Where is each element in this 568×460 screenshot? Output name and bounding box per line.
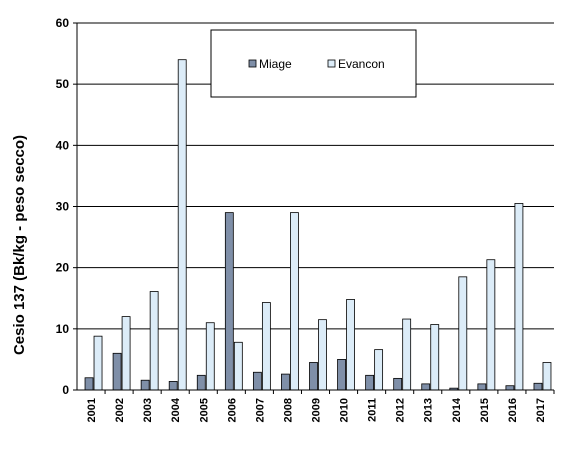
legend-label-miage: Miage — [259, 57, 292, 71]
x-tick-label: 2010 — [339, 398, 351, 422]
bar-miage-2009 — [309, 362, 318, 391]
x-tick-label: 2017 — [535, 398, 547, 422]
bar-evancon-2010 — [346, 299, 355, 391]
x-tick-label: 2001 — [86, 398, 98, 422]
x-tick-label: 2006 — [226, 398, 238, 422]
legend: Miage Evancon — [210, 29, 417, 98]
bar-evancon-2013 — [430, 324, 440, 391]
y-tick-label: 60 — [56, 16, 70, 30]
bar-miage-2012 — [393, 377, 403, 391]
bar-miage-2003 — [140, 379, 150, 391]
x-tick-label: 2016 — [507, 398, 519, 422]
x-tick-label: 2004 — [170, 397, 182, 422]
bar-miage-2011 — [365, 374, 375, 391]
x-tick-label: 2011 — [367, 398, 379, 422]
x-tick-label: 2002 — [114, 398, 126, 422]
bar-miage-2010 — [337, 359, 346, 391]
bar-miage-2007 — [252, 371, 262, 391]
x-tick-label: 2007 — [254, 398, 266, 422]
x-tick-label: 2012 — [395, 398, 407, 422]
bar-evancon-2011 — [374, 349, 384, 391]
y-tick-label: 40 — [56, 138, 70, 152]
bar-miage-2008 — [281, 373, 290, 391]
bar-evancon-2007 — [261, 302, 271, 391]
y-tick-label: 30 — [56, 200, 70, 214]
bar-evancon-2016 — [514, 203, 524, 391]
bar-evancon-2012 — [402, 318, 412, 391]
x-tick-label: 2014 — [451, 397, 463, 422]
legend-swatch-miage — [248, 59, 257, 68]
bar-miage-2013 — [421, 383, 431, 391]
legend-box — [210, 29, 417, 98]
bar-evancon-2015 — [486, 259, 496, 391]
y-tick-label: 10 — [56, 322, 70, 336]
y-axis-label: Cesio 137 (Bk/kg - peso secco) — [11, 135, 28, 355]
bar-evancon-2008 — [290, 212, 299, 391]
bar-evancon-2004 — [177, 59, 187, 391]
x-tick-label: 2008 — [282, 398, 294, 422]
bar-evancon-2002 — [121, 316, 131, 391]
bar-miage-2017 — [533, 382, 543, 391]
bar-miage-2005 — [196, 374, 206, 391]
legend-swatch-evancon — [327, 59, 336, 68]
bar-miage-2015 — [477, 383, 487, 391]
bar-miage-2016 — [505, 385, 515, 391]
bar-miage-2002 — [112, 352, 122, 391]
x-tick-label: 2005 — [198, 398, 210, 422]
y-tick-label: 50 — [56, 77, 70, 91]
bar-evancon-2005 — [205, 322, 215, 391]
bar-evancon-2014 — [458, 276, 468, 391]
x-tick-label: 2015 — [479, 398, 491, 422]
bar-miage-2001 — [84, 377, 94, 391]
bar-evancon-2006 — [233, 341, 243, 391]
legend-label-evancon: Evancon — [338, 57, 385, 71]
bar-miage-2006 — [224, 212, 234, 391]
bar-miage-2004 — [168, 381, 178, 391]
bar-evancon-2017 — [542, 362, 552, 391]
bar-layer — [84, 59, 552, 391]
x-tick-label: 2009 — [311, 398, 323, 422]
bar-evancon-2009 — [318, 319, 327, 391]
bar-evancon-2003 — [149, 291, 159, 391]
x-tick-label: 2003 — [142, 398, 154, 422]
x-tick-label: 2013 — [423, 398, 435, 422]
y-tick-label: 20 — [56, 261, 70, 275]
bar-evancon-2001 — [93, 335, 103, 391]
axis-layer: 0 10 20 30 40 50 60 2001 2002 2003 2004 2005 2006 200… — [56, 16, 555, 422]
y-tick-label: 0 — [62, 383, 69, 397]
